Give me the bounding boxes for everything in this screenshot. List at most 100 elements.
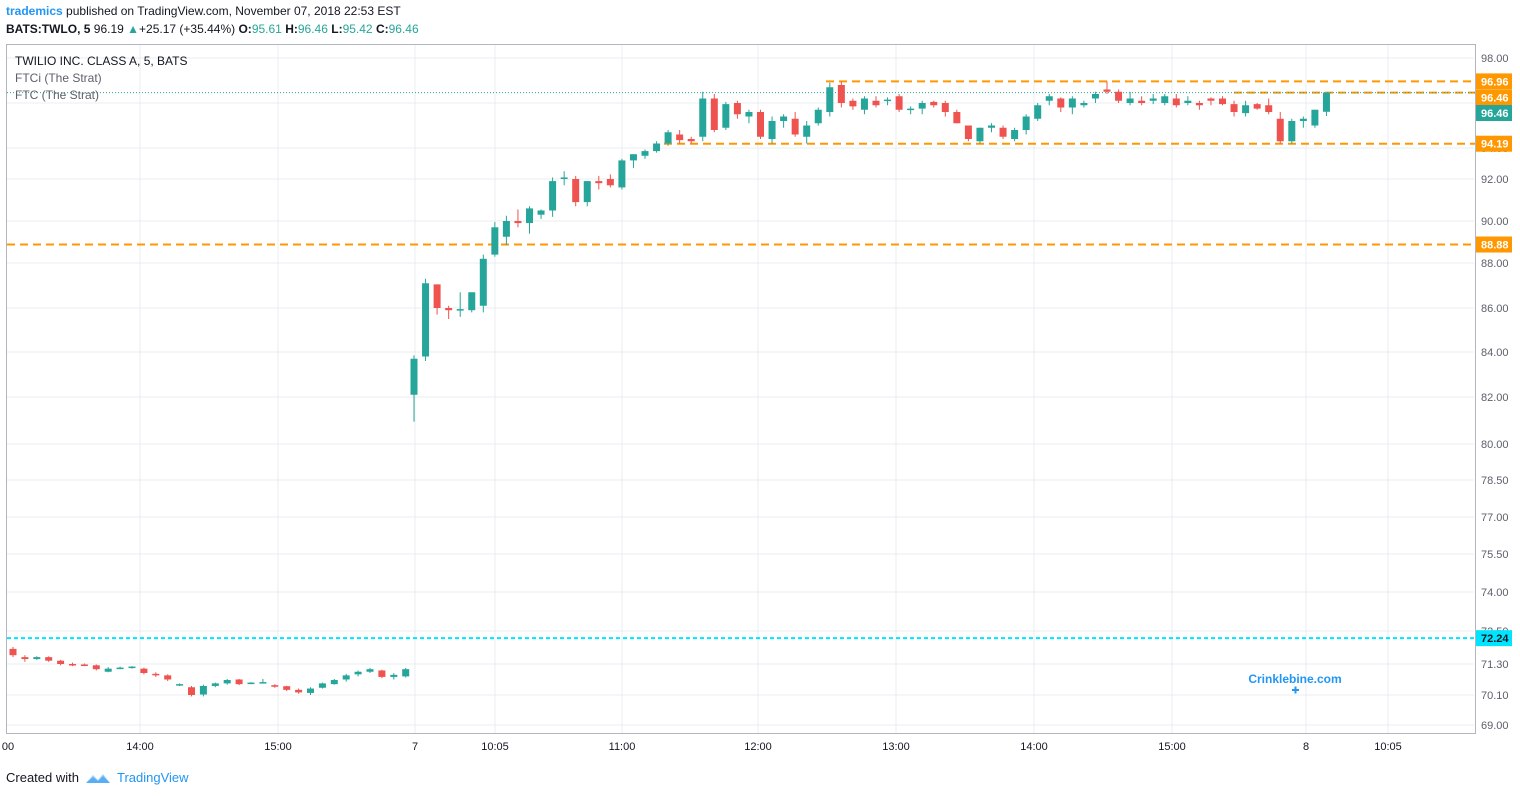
x-tick-label: 10:05	[481, 741, 509, 753]
candle-body	[1253, 104, 1261, 109]
y-tick-label: 78.50	[1481, 475, 1509, 487]
candle-body	[402, 669, 410, 677]
candle-body	[445, 308, 453, 311]
y-tick-label: 82.00	[1481, 392, 1509, 404]
candle-body	[479, 258, 487, 306]
x-tick-label: 15:00	[264, 741, 292, 753]
candle-body	[687, 139, 695, 142]
footer: Created with TradingView	[6, 770, 189, 785]
low-label: L:	[331, 22, 343, 36]
ohlc-header: BATS:TWLO, 5 96.19 ▲+25.17 (+35.44%) O:9…	[6, 22, 419, 36]
candle-body	[152, 673, 160, 676]
candle-body	[1311, 109, 1319, 126]
candle-body	[930, 101, 938, 106]
price-chart[interactable]: 98.0096.0094.0092.0090.0088.0086.0084.00…	[0, 0, 1520, 760]
x-tick-label: 10:05	[1374, 741, 1402, 753]
indicator-ftc[interactable]: FTC (The Strat)	[15, 88, 100, 102]
y-tick-label: 74.00	[1481, 587, 1509, 599]
created-with-text: Created with	[6, 770, 79, 785]
candle-body	[803, 125, 811, 137]
x-tick-label: 12:00	[744, 741, 772, 753]
x-tick-label: 8	[1303, 741, 1309, 753]
tradingview-brand[interactable]: TradingView	[116, 770, 189, 785]
candle-body	[354, 671, 362, 675]
candle-body	[560, 177, 568, 179]
candle-body	[1115, 91, 1123, 101]
current-price-tag-bg	[1476, 105, 1512, 121]
author-link[interactable]: trademics	[6, 4, 63, 18]
tradingview-logo-icon	[85, 773, 110, 783]
candle-body	[223, 680, 231, 684]
candle-body	[1068, 98, 1076, 108]
candle-body	[941, 103, 949, 112]
candle-body	[733, 103, 741, 115]
level-price-tag: 96.96	[1481, 76, 1509, 88]
y-tick-label: 98.00	[1481, 53, 1509, 65]
candle-body	[283, 686, 291, 690]
candle-body	[342, 675, 350, 680]
candle-body	[999, 127, 1007, 137]
candle-body	[1288, 121, 1296, 142]
candle-body	[307, 688, 314, 693]
candle-body	[199, 685, 207, 695]
candle-body	[664, 132, 672, 144]
candle-body	[849, 100, 857, 107]
candle-body	[410, 358, 418, 395]
level-price-tag: 88.88	[1481, 240, 1509, 252]
level-price-tag: 72.24	[1481, 633, 1509, 645]
candle-body	[1138, 100, 1146, 103]
candle-body	[907, 108, 915, 111]
level-price-tag-bg	[1476, 630, 1512, 647]
candle-body	[1207, 98, 1215, 101]
level-price-tag-bg	[1476, 236, 1512, 253]
close-value: 96.46	[388, 22, 419, 36]
published-text: published on TradingView.com, November 0…	[66, 4, 401, 18]
low-value: 95.42	[342, 22, 373, 36]
candle-body	[1011, 130, 1019, 139]
up-arrow-icon: ▲	[127, 22, 140, 36]
x-tick-label: 00	[2, 741, 14, 753]
candle-body	[502, 221, 510, 237]
candle-body	[618, 160, 626, 188]
candle-body	[537, 210, 545, 215]
candle-body	[1057, 98, 1065, 108]
candle-body	[1022, 116, 1030, 130]
candle-body	[1230, 104, 1238, 112]
candle-body	[45, 657, 53, 661]
candle-body	[1265, 105, 1273, 112]
candle-body	[1299, 118, 1307, 121]
candle-body	[33, 657, 41, 660]
candle-body	[1172, 98, 1180, 106]
high-label: H:	[285, 22, 298, 36]
y-tick-label: 70.10	[1481, 690, 1509, 702]
candle-body	[780, 116, 788, 121]
candle-body	[1045, 96, 1053, 101]
candle-body	[433, 284, 441, 308]
x-tick-label: 14:00	[126, 741, 154, 753]
indicator-ftci[interactable]: FTCi (The Strat)	[15, 71, 102, 85]
level-price-tag-bg	[1476, 135, 1512, 152]
candle-body	[378, 670, 386, 677]
last-price: 96.19	[93, 22, 124, 36]
candle-body	[676, 134, 684, 141]
candle-body	[295, 689, 303, 693]
y-tick-label: 69.00	[1481, 720, 1509, 732]
candle-body	[606, 179, 614, 186]
candle-body	[176, 684, 184, 686]
candle-body	[595, 181, 603, 184]
candle-body	[884, 99, 892, 102]
high-value: 96.46	[297, 22, 328, 36]
candle-body	[1242, 105, 1250, 114]
change-value: +25.17 (+35.44%)	[139, 22, 236, 36]
open-value: 95.61	[251, 22, 282, 36]
candle-body	[953, 112, 961, 124]
y-tick-label: 84.00	[1481, 347, 1509, 359]
x-tick-label: 13:00	[882, 741, 910, 753]
candle-body	[491, 227, 499, 255]
candle-body	[1161, 96, 1169, 103]
candle-body	[629, 154, 637, 161]
x-tick-label: 7	[412, 741, 418, 753]
candle-body	[722, 104, 730, 128]
candle-body	[318, 683, 326, 688]
candle-body	[247, 682, 255, 685]
